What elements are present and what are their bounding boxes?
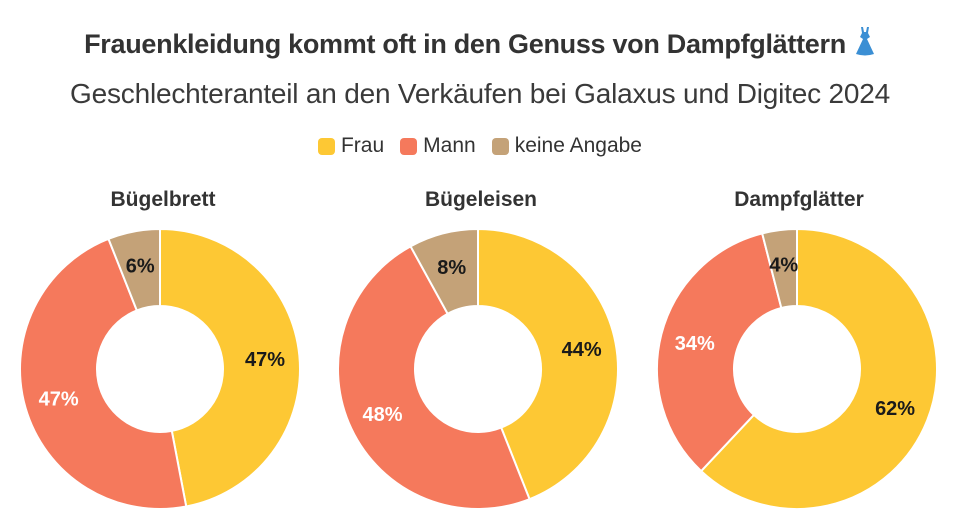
label-buegelbrett-frau: 47% — [245, 349, 285, 371]
legend-swatch-keine-angabe — [491, 137, 509, 155]
label-buegeleisen-keine-angabe: 8% — [437, 257, 466, 279]
chart-title-text: Frauenkleidung kommt oft in den Genuss v… — [84, 29, 846, 59]
legend: Frau Mann keine Angabe — [0, 134, 960, 158]
label-buegelbrett-mann: 47% — [39, 388, 79, 410]
legend-item-mann[interactable]: Mann — [400, 134, 476, 158]
donut-title-buegeleisen: Bügeleisen — [424, 188, 538, 211]
label-dampfglaetter-frau: 62% — [875, 398, 915, 420]
chart-title: Frauenkleidung kommt oft in den Genuss v… — [0, 26, 960, 63]
slice-dampfglaetter-frau[interactable] — [699, 227, 938, 510]
label-buegeleisen-mann: 48% — [363, 404, 403, 426]
label-buegeleisen-frau: 44% — [562, 339, 602, 361]
slice-buegelbrett-keine-angabe[interactable] — [107, 227, 161, 312]
slice-buegelbrett-frau[interactable] — [159, 227, 301, 508]
slice-buegeleisen-keine-angabe[interactable] — [409, 227, 479, 316]
label-buegelbrett-keine-angabe: 6% — [126, 255, 155, 277]
legend-label-keine-angabe: keine Angabe — [514, 134, 642, 157]
slice-dampfglaetter-keine-angabe[interactable] — [760, 227, 798, 310]
legend-swatch-frau — [317, 137, 335, 155]
label-dampfglaetter-keine-angabe: 4% — [769, 254, 798, 276]
slice-buegeleisen-frau[interactable] — [477, 227, 619, 501]
legend-item-keine-angabe[interactable]: keine Angabe — [491, 134, 642, 158]
label-dampfglaetter-mann: 34% — [675, 333, 715, 355]
slice-dampfglaetter-mann[interactable] — [656, 232, 783, 473]
dress-icon — [854, 26, 876, 63]
slice-buegeleisen-mann[interactable] — [337, 244, 531, 510]
donut-title-dampfglaetter: Dampfglätter — [734, 188, 864, 211]
legend-label-mann: Mann — [423, 134, 476, 157]
donut-title-buegelbrett: Bügelbrett — [110, 188, 216, 211]
legend-item-frau[interactable]: Frau — [317, 134, 385, 158]
slice-buegelbrett-mann[interactable] — [19, 237, 188, 510]
chart-subtitle: Geschlechteranteil an den Verkäufen bei … — [70, 78, 890, 109]
legend-swatch-mann — [400, 137, 418, 155]
legend-label-frau: Frau — [340, 134, 385, 157]
